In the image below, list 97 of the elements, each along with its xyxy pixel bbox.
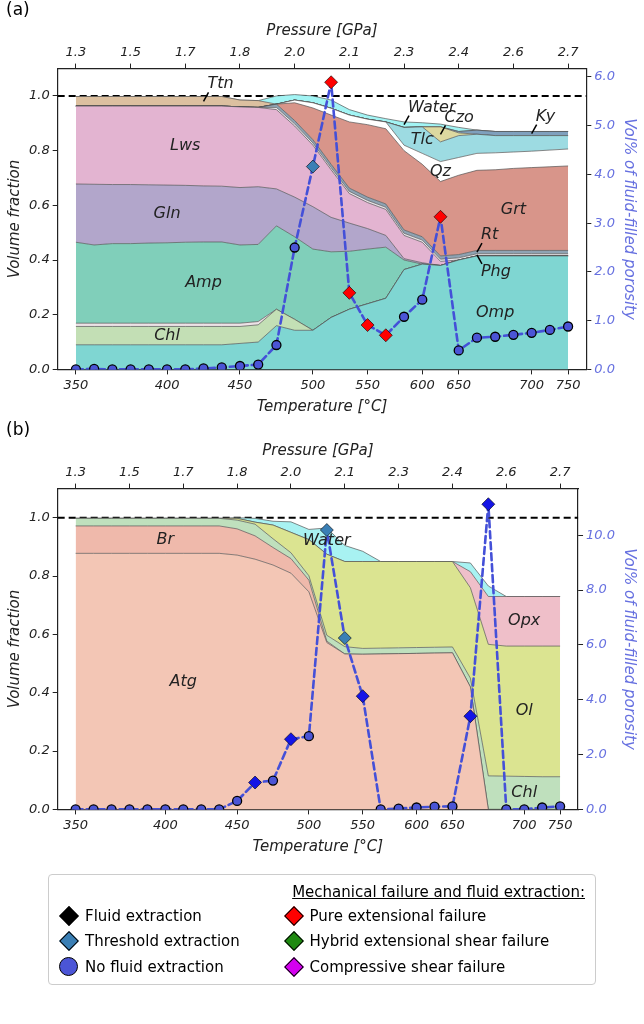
x-tick-label: 750	[547, 816, 573, 832]
x-tick-label: 500	[296, 816, 322, 832]
series-label: Lws	[170, 134, 201, 154]
series-label: Qz	[429, 160, 452, 180]
text: (a)	[6, 0, 30, 19]
x-tick-label: 600	[409, 376, 435, 392]
y2-tick-label: 5.0	[594, 117, 616, 133]
y-axis-title: Volume fraction	[4, 589, 23, 709]
text: 2.1	[339, 44, 360, 60]
x-tick-label: 350	[63, 376, 89, 392]
y-tick-label: 1.0	[28, 87, 50, 103]
legend-label: Threshold extraction	[85, 932, 240, 950]
text: 2.3	[388, 464, 409, 480]
y2-tick-label: 3.0	[594, 214, 616, 230]
x-tick-label: 450	[224, 816, 250, 832]
y2-tick-label: 4.0	[586, 691, 607, 707]
series-label: Grt	[500, 198, 527, 218]
text: 2.6	[503, 44, 524, 60]
series-label: Br	[156, 528, 176, 548]
text: 2.3	[393, 44, 415, 60]
series-label: Atg	[168, 670, 197, 690]
text: 1.7	[172, 464, 195, 480]
series-label: Gln	[153, 203, 181, 223]
x-axis-title: Temperature [°C]	[252, 836, 384, 855]
x-tick-label: 650	[446, 376, 472, 392]
y2-tick-label: 4.0	[594, 165, 616, 181]
y-tick-label: 0.4	[28, 684, 50, 700]
y-tick-label: 0.4	[28, 251, 50, 267]
text: 1.3	[65, 464, 86, 480]
legend-label: Fluid extraction	[85, 907, 202, 925]
legend-label: Pure extensional failure	[309, 907, 487, 925]
legend-label: Hybrid extensional shear failure	[309, 932, 550, 950]
x-tick-label: 500	[300, 376, 326, 392]
y2-tick-label: 10.0	[586, 526, 616, 542]
y-tick-label: 0.8	[28, 142, 50, 158]
x-tick-label: 550	[350, 816, 376, 832]
text: 2.0	[284, 44, 305, 60]
text: 2.0	[280, 464, 302, 480]
text: 1.5	[119, 464, 140, 480]
text: 1.8	[226, 464, 248, 480]
y-tick-label: 0.6	[28, 625, 50, 641]
y2-tick-label: 2.0	[594, 263, 616, 279]
y2-tick-label: 0.0	[594, 360, 616, 376]
x2-axis-title: Pressure [GPa]	[262, 440, 374, 459]
legend-label: No fluid extraction	[85, 957, 224, 976]
legend-label: Compressive shear failure	[309, 957, 506, 976]
text: 2.1	[334, 464, 356, 480]
y2-tick-label: 1.0	[594, 312, 616, 328]
text: 1.3	[65, 44, 87, 60]
text: 2.4	[442, 464, 463, 480]
series-label: Phg	[480, 260, 511, 280]
text: 2.6	[495, 464, 517, 480]
x-tick-label: 550	[355, 376, 380, 392]
y2-tick-label: 0.0	[586, 800, 607, 816]
y-tick-label: 1.0	[28, 509, 50, 525]
series-label: Ol	[515, 700, 534, 720]
y2-tick-label: 2.0	[586, 745, 607, 761]
legend-title: Mechanical failure and fluid extraction:	[291, 883, 585, 901]
y-tick-label: 0.0	[28, 360, 50, 376]
series-label: Ky	[535, 105, 556, 125]
text: 1.5	[120, 44, 141, 60]
x-axis-title: Temperature [°C]	[256, 396, 388, 415]
x-tick-label: 700	[511, 816, 537, 832]
x-tick-label: 750	[555, 376, 581, 392]
series-label: Chl	[154, 324, 181, 344]
y-axis-title: Volume fraction	[4, 159, 23, 279]
y2-axis-title: Vol% of fluid-filled porosity	[621, 118, 640, 321]
y2-axis-title: Vol% of fluid-filled porosity	[621, 548, 640, 751]
series-label: Ttn	[207, 73, 234, 93]
x-tick-label: 700	[519, 376, 545, 392]
y-tick-label: 0.2	[28, 306, 50, 322]
y-tick-label: 0.8	[28, 567, 50, 583]
x-tick-label: 600	[404, 816, 429, 832]
y-tick-label: 0.6	[28, 196, 50, 212]
y2-tick-label: 8.0	[586, 581, 607, 597]
x-tick-label: 650	[440, 816, 465, 832]
text: 2.7	[557, 44, 580, 60]
series-label: Chl	[511, 782, 538, 802]
x-tick-label: 450	[227, 376, 253, 392]
series-label: Opx	[508, 610, 541, 630]
y-tick-label: 0.0	[28, 800, 50, 816]
y2-tick-label: 6.0	[586, 636, 607, 652]
series-label: Rt	[480, 224, 500, 244]
x-tick-label: 350	[63, 816, 89, 832]
text: 2.7	[549, 464, 572, 480]
x-tick-label: 400	[152, 816, 178, 832]
y-tick-label: 0.2	[28, 742, 50, 758]
series-label: Amp	[184, 271, 222, 291]
text: 1.8	[229, 44, 251, 60]
text: 1.7	[174, 44, 197, 60]
y2-tick-label: 6.0	[594, 68, 616, 84]
x-tick-label: 400	[154, 376, 180, 392]
series-label: Tlc	[410, 129, 434, 149]
x2-axis-title: Pressure [GPa]	[266, 20, 378, 39]
text: 2.4	[448, 44, 470, 60]
text: (b)	[6, 418, 31, 439]
series-label: Omp	[476, 301, 515, 321]
